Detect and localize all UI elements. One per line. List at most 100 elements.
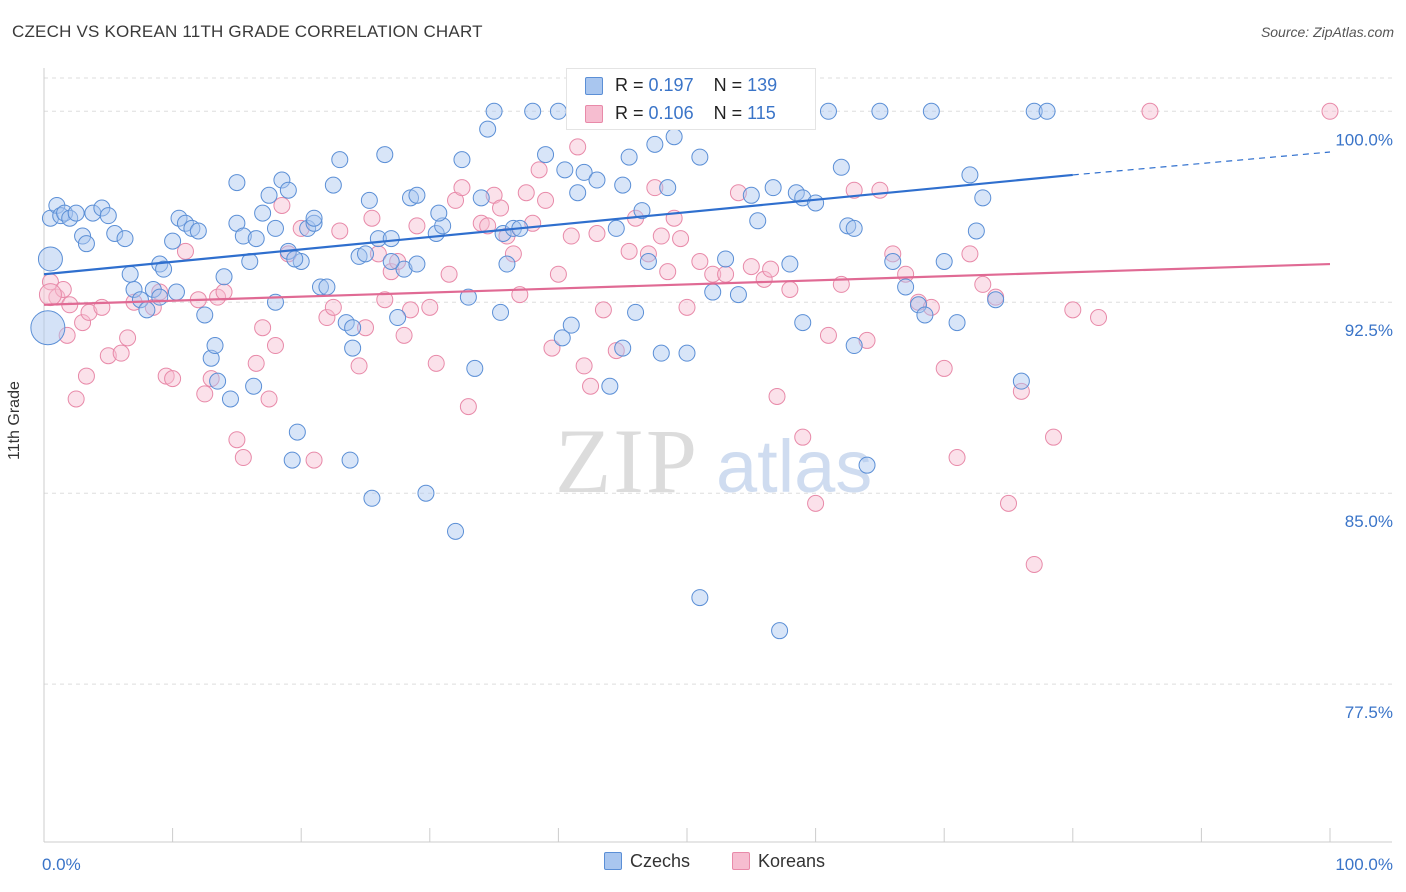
czech-point bbox=[189, 222, 207, 240]
czech-point bbox=[344, 339, 362, 357]
czech-point bbox=[652, 344, 670, 362]
czech-point bbox=[607, 219, 625, 237]
czech-point bbox=[987, 291, 1005, 309]
czech-point bbox=[884, 253, 902, 270]
czech-point bbox=[832, 158, 850, 176]
korean-point bbox=[974, 275, 992, 293]
czech-point bbox=[922, 102, 940, 120]
korean-point bbox=[440, 265, 458, 283]
y-axis-label: 11th Grade bbox=[6, 381, 23, 460]
korean-point bbox=[228, 431, 246, 449]
legend-koreans[interactable]: Koreans bbox=[732, 851, 825, 872]
czech-point bbox=[56, 204, 74, 222]
czech-point bbox=[408, 186, 426, 204]
korean-point bbox=[324, 298, 342, 316]
czech-point bbox=[318, 278, 336, 296]
czech-point bbox=[67, 204, 85, 222]
czech-point bbox=[1038, 102, 1056, 120]
korean-point bbox=[517, 184, 535, 202]
czech-point bbox=[74, 227, 92, 245]
korean-point bbox=[331, 222, 349, 240]
czechs-r-label: R = bbox=[615, 75, 644, 95]
koreans-stat-row: R = 0.106 N = 115 bbox=[615, 103, 776, 124]
korean-point bbox=[1064, 301, 1082, 319]
korean-point bbox=[382, 263, 400, 281]
czech-point bbox=[360, 191, 378, 209]
czech-point bbox=[871, 102, 889, 120]
czech-point bbox=[389, 309, 407, 327]
x-tick-label: 0.0% bbox=[42, 855, 81, 874]
korean-point bbox=[479, 217, 497, 235]
korean-point bbox=[762, 260, 780, 278]
czech-point bbox=[131, 291, 149, 309]
koreans-n-value: 115 bbox=[747, 103, 776, 123]
czech-point bbox=[717, 250, 735, 268]
czech-point bbox=[363, 489, 381, 507]
czech-point bbox=[967, 222, 985, 240]
korean-point bbox=[948, 449, 966, 467]
korean-point bbox=[704, 265, 722, 283]
axes bbox=[43, 68, 1392, 843]
korean-point bbox=[935, 359, 953, 377]
koreans-r-label: R = bbox=[615, 103, 644, 123]
korean-point bbox=[807, 494, 825, 512]
czech-point bbox=[537, 146, 555, 164]
czech-point bbox=[206, 337, 224, 355]
czechs-r-value: 0.197 bbox=[648, 75, 694, 95]
czech-point bbox=[151, 288, 169, 306]
czech-point bbox=[273, 171, 291, 189]
korean-point bbox=[112, 344, 130, 362]
czech-point bbox=[845, 337, 863, 355]
czech-point bbox=[288, 423, 306, 441]
korean-point bbox=[691, 253, 709, 270]
czech-point bbox=[77, 235, 95, 253]
korean-point bbox=[659, 263, 677, 281]
czechs-n-label: N = bbox=[713, 75, 743, 95]
korean-point bbox=[537, 191, 555, 209]
czechs-legend-label: Czechs bbox=[630, 851, 691, 871]
czechs-stat-swatch bbox=[585, 77, 603, 95]
czech-point bbox=[324, 176, 342, 194]
czech-point bbox=[935, 253, 953, 270]
czech-point bbox=[357, 245, 374, 263]
korean-point bbox=[369, 245, 387, 263]
czech-point bbox=[553, 329, 571, 347]
korean-point bbox=[562, 227, 580, 245]
czech-point bbox=[167, 283, 185, 301]
korean-point bbox=[871, 181, 889, 199]
czech-point bbox=[266, 219, 284, 237]
czech-point bbox=[633, 202, 651, 220]
korean-point bbox=[819, 326, 837, 344]
czech-point bbox=[202, 349, 220, 367]
czech-point bbox=[395, 260, 413, 278]
czech-point bbox=[331, 151, 349, 169]
czech-point bbox=[417, 484, 435, 502]
czech-point bbox=[430, 204, 448, 222]
legend-czechs[interactable]: Czechs bbox=[604, 851, 690, 872]
czech-point bbox=[283, 451, 301, 469]
koreans-r-value: 0.106 bbox=[648, 103, 694, 123]
czech-point bbox=[472, 189, 490, 207]
czech-point bbox=[556, 161, 574, 179]
stats-box: R = 0.197 N = 139 R = 0.106 N = 115 bbox=[566, 68, 816, 130]
korean-point bbox=[530, 161, 548, 179]
czech-point bbox=[1025, 102, 1043, 120]
korean-point bbox=[768, 387, 786, 405]
czech-point bbox=[382, 253, 400, 270]
korean-point bbox=[1045, 428, 1063, 446]
czech-point bbox=[245, 377, 263, 395]
korean-point bbox=[742, 258, 760, 276]
korean-point bbox=[652, 227, 670, 245]
korean-point bbox=[453, 179, 471, 197]
czech-point bbox=[845, 219, 863, 237]
korean-point bbox=[408, 217, 426, 235]
czech-point bbox=[447, 522, 465, 540]
korean-point bbox=[67, 390, 85, 408]
czech-point bbox=[858, 456, 876, 474]
czechs-legend-swatch bbox=[604, 852, 622, 870]
czech-point bbox=[948, 314, 966, 332]
watermark-atlas: atlas bbox=[716, 425, 872, 508]
korean-point bbox=[38, 283, 62, 307]
czech-point bbox=[221, 390, 239, 408]
czech-point bbox=[344, 319, 362, 337]
